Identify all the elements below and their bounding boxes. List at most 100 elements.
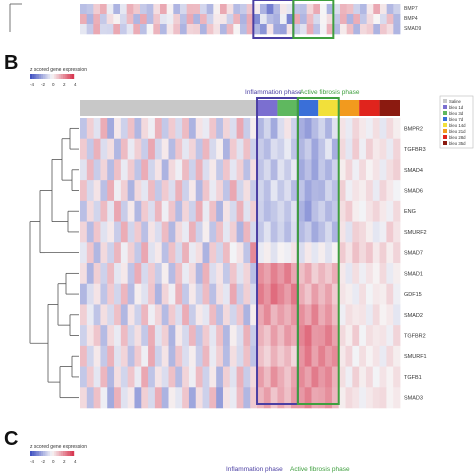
annotation-bleo-3d	[277, 100, 298, 116]
heatmap-cell	[263, 283, 272, 305]
top-heatmap-cell	[333, 14, 341, 25]
top-heatmap-cell	[166, 14, 174, 25]
heatmap-cell	[154, 180, 163, 202]
top-heatmap-cell	[346, 14, 354, 25]
heatmap-cell	[284, 345, 292, 367]
top-heatmap-cell	[360, 14, 368, 25]
heatmap-cell	[304, 159, 312, 181]
group-legend-box	[439, 95, 474, 149]
top-heatmap-cell	[226, 24, 234, 35]
heatmap-cell	[222, 221, 231, 243]
top-heatmap-cell	[180, 24, 188, 35]
heatmap-cell	[393, 283, 401, 305]
heatmap-cell	[195, 325, 203, 347]
heatmap-cell	[270, 159, 278, 181]
heatmap-cell	[345, 345, 353, 367]
heatmap-cell	[175, 118, 183, 140]
heatmap-cell	[263, 387, 272, 409]
top-heatmap-cell	[93, 4, 101, 15]
heatmap-cell	[141, 242, 149, 264]
top-heatmap-cell	[220, 24, 228, 35]
heatmap-cell	[393, 242, 401, 264]
heatmap-cell	[86, 325, 95, 347]
heatmap-cell	[331, 138, 340, 160]
heatmap-cell	[352, 283, 360, 305]
heatmap-cell	[202, 242, 210, 264]
heatmap-cell	[175, 263, 183, 285]
heatmap-cell	[325, 159, 333, 181]
heatmap-cell	[284, 325, 292, 347]
heatmap-cell	[304, 180, 312, 202]
heatmap-cell	[365, 118, 374, 140]
heatmap-cell	[229, 159, 237, 181]
top-heatmap-cell	[306, 24, 314, 35]
heatmap-cell	[304, 345, 312, 367]
heatmap-cell	[338, 304, 346, 326]
heatmap-cell	[141, 263, 149, 285]
heatmap-cell	[161, 242, 169, 264]
heatmap-cell	[93, 180, 101, 202]
group-legend-label: bleo 7d	[449, 117, 464, 122]
top-heatmap-cell	[233, 4, 241, 15]
heatmap-cell	[365, 242, 374, 264]
heatmap-cell	[379, 283, 387, 305]
top-heatmap-cell	[380, 24, 388, 35]
heatmap-cell	[263, 263, 272, 285]
heatmap-cell	[182, 304, 190, 326]
heatmap-cell	[338, 283, 346, 305]
heatmap-cell	[188, 283, 197, 305]
heatmap-cell	[263, 118, 272, 140]
heatmap-cell	[175, 200, 183, 222]
heatmap-cell	[182, 180, 190, 202]
heatmap-cell	[209, 118, 217, 140]
heatmap-cell	[161, 138, 169, 160]
heatmap-cell	[222, 304, 231, 326]
heatmap-cell	[338, 263, 346, 285]
top-heatmap-cell	[366, 14, 374, 25]
heatmap-cell	[202, 138, 210, 160]
heatmap-cell	[154, 118, 163, 140]
heatmap-cell	[263, 159, 272, 181]
heatmap-cell	[372, 221, 380, 243]
heatmap-cell	[80, 387, 88, 409]
group-legend-swatch	[443, 123, 447, 127]
heatmap-cell	[270, 283, 278, 305]
top-heatmap-cell	[293, 4, 301, 15]
top-heatmap-cell	[300, 4, 308, 15]
heatmap-cell	[379, 180, 387, 202]
heatmap-cell	[100, 325, 108, 347]
heatmap-cell	[291, 283, 299, 305]
heatmap-cell	[168, 138, 176, 160]
heatmap-cell	[372, 118, 380, 140]
annotation-bleo-35d	[379, 100, 400, 116]
heatmap-cell	[393, 387, 401, 409]
legend-swatch	[47, 74, 50, 79]
heatmap-cell	[359, 221, 367, 243]
heatmap-cell	[141, 118, 149, 140]
heatmap-cell	[175, 325, 183, 347]
heatmap-cell	[154, 283, 163, 305]
heatmap-cell	[80, 242, 88, 264]
heatmap-cell	[365, 180, 374, 202]
heatmap-cell	[318, 200, 326, 222]
heatmap-cell	[236, 387, 244, 409]
heatmap-cell	[188, 159, 197, 181]
heatmap-cell	[168, 221, 176, 243]
heatmap-cell	[297, 221, 306, 243]
annotation-bleo-7d	[297, 100, 319, 116]
heatmap-cell	[304, 325, 312, 347]
heatmap-cell	[250, 221, 258, 243]
heatmap-cell	[93, 263, 101, 285]
heatmap-cell	[229, 387, 237, 409]
heatmap-cell	[352, 242, 360, 264]
group-legend-swatch	[443, 129, 447, 133]
top-heatmap-cell	[320, 14, 328, 25]
heatmap-cell	[365, 325, 374, 347]
heatmap-cell	[154, 387, 163, 409]
heatmap-cell	[86, 118, 95, 140]
heatmap-cell	[148, 387, 156, 409]
heatmap-cell	[352, 304, 360, 326]
heatmap-cell	[393, 118, 401, 140]
heatmap-cell	[311, 325, 319, 347]
heatmap-cell	[114, 138, 122, 160]
